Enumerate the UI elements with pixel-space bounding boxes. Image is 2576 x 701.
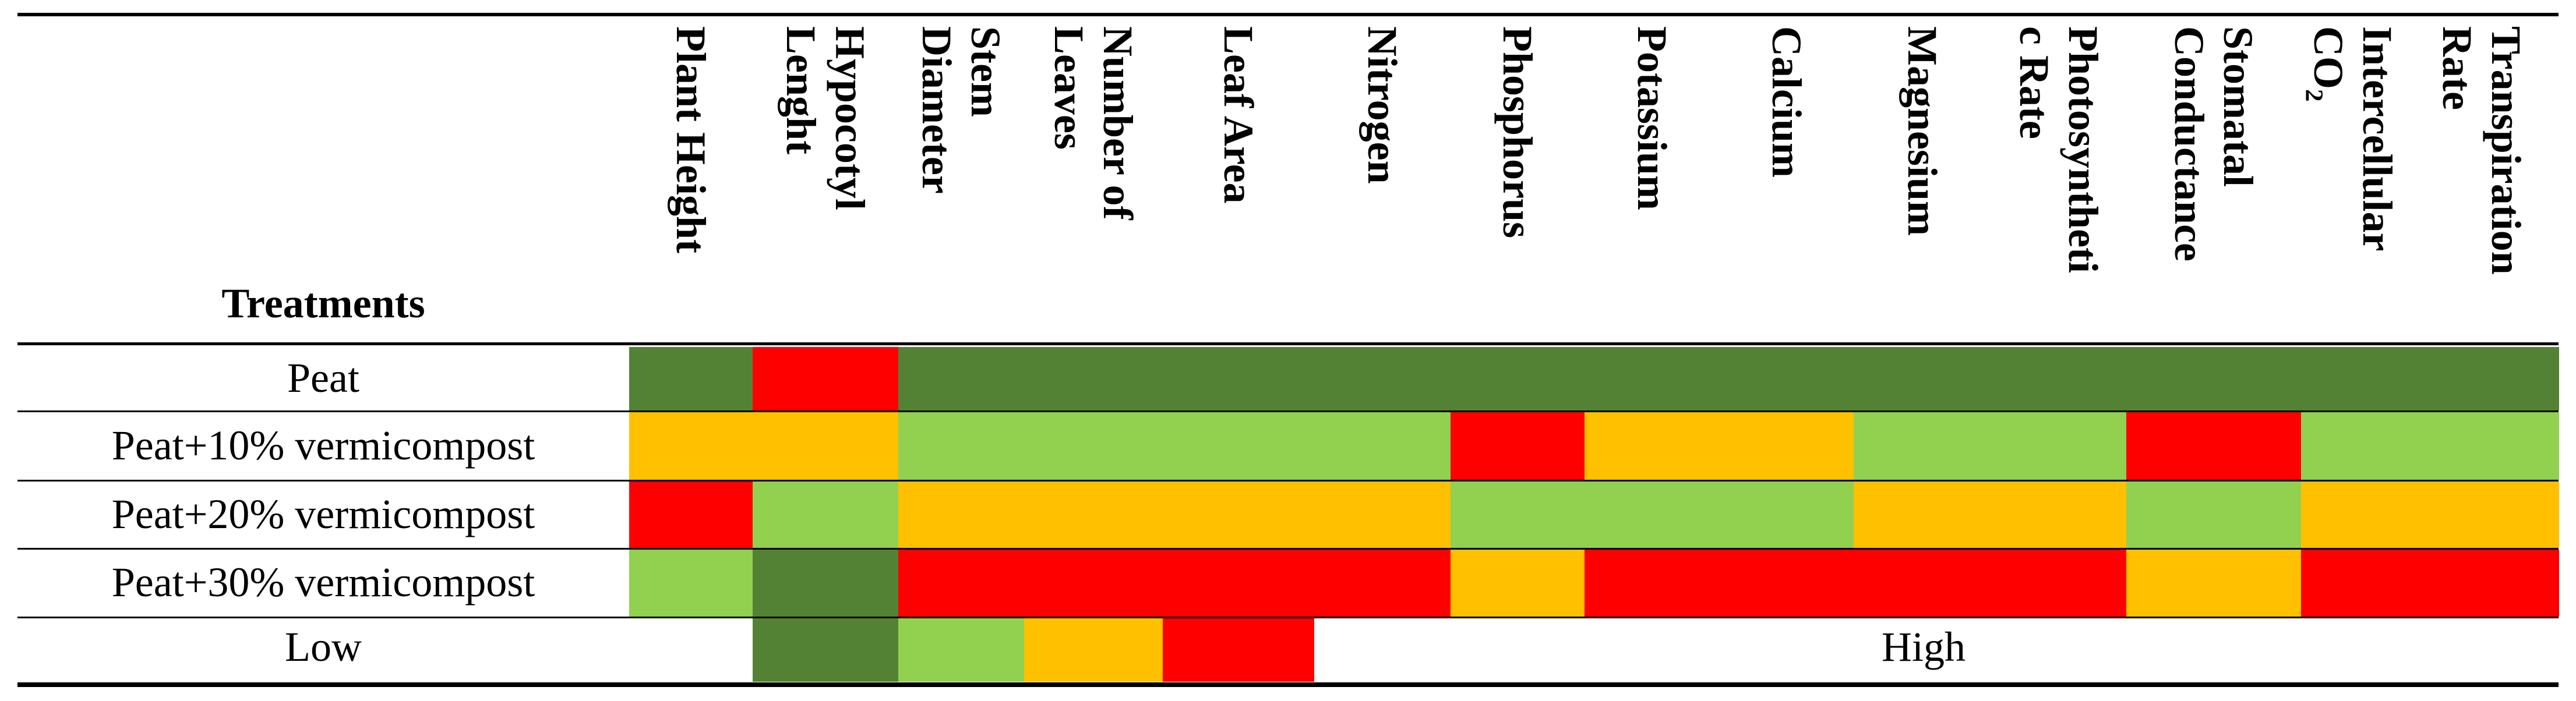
heatmap-cell bbox=[1720, 412, 1854, 480]
header-rule bbox=[17, 342, 2559, 345]
row-divider bbox=[17, 480, 2559, 482]
heatmap-cell bbox=[1314, 550, 1451, 617]
heatmap-cell bbox=[2405, 550, 2559, 617]
heatmap-cell bbox=[898, 550, 1025, 617]
column-header: Photosyntheti c Rate bbox=[2011, 26, 2106, 274]
column-header: Stem Diameter bbox=[913, 26, 1009, 194]
column-header: Leaf Area bbox=[1215, 26, 1262, 204]
column-header: Stomatal Conductance bbox=[2166, 26, 2261, 262]
heatmap-cell bbox=[753, 550, 899, 617]
row-divider bbox=[17, 410, 2559, 412]
heatmap-cell bbox=[898, 482, 1025, 548]
heatmap-cell bbox=[2126, 482, 2302, 548]
heatmap-cell bbox=[753, 412, 899, 480]
heatmap-cell bbox=[2301, 347, 2405, 410]
legend-divider bbox=[17, 617, 2559, 618]
row-divider bbox=[17, 548, 2559, 550]
heatmap-cell bbox=[1720, 550, 1854, 617]
heatmap-cell bbox=[2405, 412, 2559, 480]
bottom-rule bbox=[17, 682, 2559, 687]
column-header: Hypocotyl Lenght bbox=[778, 26, 873, 210]
legend-low-label: Low bbox=[285, 624, 362, 670]
heatmap-cell bbox=[1854, 347, 1992, 410]
heatmap-cell bbox=[1585, 412, 1720, 480]
heatmap-cell bbox=[753, 347, 899, 410]
column-header: Nitrogen bbox=[1359, 26, 1406, 184]
heatmap-cell bbox=[1451, 412, 1585, 480]
heatmap-cell bbox=[2405, 482, 2559, 548]
column-header: Phosphorus bbox=[1494, 26, 1541, 239]
heatmap-cell bbox=[1024, 482, 1163, 548]
legend-swatch-light-green bbox=[898, 618, 1024, 682]
heatmap-cell bbox=[1585, 347, 1720, 410]
heatmap-cell bbox=[1991, 482, 2127, 548]
legend-swatch-red bbox=[1163, 618, 1314, 682]
heatmap-cell bbox=[1991, 347, 2127, 410]
heatmap-cell bbox=[1314, 412, 1451, 480]
heatmap-cell bbox=[1451, 347, 1585, 410]
heatmap-cell bbox=[1854, 550, 1992, 617]
heatmap-cell bbox=[1314, 482, 1451, 548]
heatmap-cell bbox=[2301, 550, 2405, 617]
row-treatment-label: Peat+30% vermicompost bbox=[111, 559, 535, 606]
heatmap-cell bbox=[1854, 482, 1992, 548]
heatmap-cell bbox=[1163, 550, 1315, 617]
heatmap-cell bbox=[2126, 412, 2302, 480]
legend-high-label: High bbox=[1882, 624, 1965, 670]
heatmap-cell bbox=[629, 482, 753, 548]
heatmap-cell bbox=[1024, 347, 1163, 410]
column-header: Potassium bbox=[1629, 26, 1675, 211]
heatmap-cell bbox=[898, 347, 1025, 410]
heatmap-cell bbox=[1585, 550, 1720, 617]
column-header: Magnesium bbox=[1899, 26, 1946, 236]
heatmap-cell bbox=[1720, 347, 1854, 410]
column-header: Intercellular CO₂ bbox=[2305, 26, 2401, 252]
heatmap-cell bbox=[2126, 550, 2302, 617]
heatmap-cell bbox=[753, 482, 899, 548]
heatmap-cell bbox=[1024, 412, 1163, 480]
row-treatment-label: Peat bbox=[287, 355, 359, 401]
heatmap-cell bbox=[1991, 550, 2127, 617]
heatmap-cell bbox=[1451, 482, 1585, 548]
heatmap-cell bbox=[1854, 412, 1992, 480]
heatmap-cell bbox=[1720, 482, 1854, 548]
heatmap-cell bbox=[1163, 482, 1315, 548]
heatmap-cell bbox=[2301, 412, 2405, 480]
legend-swatch-orange bbox=[1024, 618, 1163, 682]
column-header: Number of Leaves bbox=[1046, 26, 1141, 220]
heatmap-cell bbox=[1991, 412, 2127, 480]
legend-swatch-dark-green bbox=[753, 618, 898, 682]
heatmap-cell bbox=[1163, 412, 1315, 480]
column-header: Calcium bbox=[1763, 26, 1810, 178]
heatmap-cell bbox=[2301, 482, 2405, 548]
heatmap-cell bbox=[629, 347, 753, 410]
heatmap-cell bbox=[1163, 347, 1315, 410]
column-header: Transpiration Rate bbox=[2434, 26, 2529, 275]
heatmap-cell bbox=[1585, 482, 1720, 548]
heatmap-cell bbox=[1451, 550, 1585, 617]
heatmap-cell bbox=[629, 550, 753, 617]
top-rule bbox=[17, 13, 2559, 16]
heatmap-cell bbox=[1024, 550, 1163, 617]
row-treatment-label: Peat+20% vermicompost bbox=[111, 490, 535, 537]
heatmap-cell bbox=[629, 412, 753, 480]
column-header: Plant Height bbox=[668, 26, 714, 253]
row-treatment-label: Peat+10% vermicompost bbox=[111, 422, 535, 469]
heatmap-cell bbox=[1314, 347, 1451, 410]
heatmap-cell bbox=[2126, 347, 2302, 410]
heatmap-cell bbox=[898, 412, 1025, 480]
heatmap-cell bbox=[2405, 347, 2559, 410]
header-treatments: Treatments bbox=[221, 280, 425, 327]
